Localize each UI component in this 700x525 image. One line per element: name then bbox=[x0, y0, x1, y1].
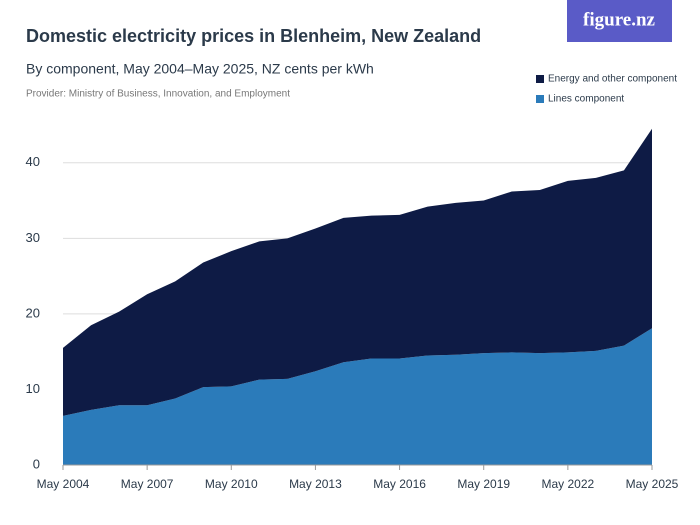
logo-box bbox=[567, 0, 672, 42]
chart-title: Domestic electricity prices in Blenheim,… bbox=[26, 26, 481, 46]
y-tick-label: 40 bbox=[26, 154, 40, 169]
logo: figure.nz bbox=[583, 9, 656, 30]
source: Provider: Ministry of Business, Innovati… bbox=[26, 89, 290, 100]
y-tick-label: 0 bbox=[33, 456, 40, 471]
x-tick-label: May 2022 bbox=[542, 477, 595, 491]
legend-swatch bbox=[536, 95, 544, 103]
chart-subtitle: By component, May 2004–May 2025, NZ cent… bbox=[26, 61, 374, 77]
y-tick-label: 30 bbox=[26, 230, 40, 245]
x-tick-label: May 2004 bbox=[37, 477, 90, 491]
x-tick-label: May 2016 bbox=[373, 477, 426, 491]
x-tick-label: May 2013 bbox=[289, 477, 342, 491]
legend-label: Lines component bbox=[548, 94, 624, 105]
y-tick-label: 10 bbox=[26, 381, 40, 396]
x-tick-label: May 2007 bbox=[121, 477, 174, 491]
x-tick-label: May 2025 bbox=[626, 477, 679, 491]
legend-label: Energy and other component bbox=[548, 74, 677, 85]
area bbox=[63, 328, 652, 465]
legend-swatch bbox=[536, 75, 544, 83]
x-tick-label: May 2010 bbox=[205, 477, 258, 491]
y-tick-label: 20 bbox=[26, 305, 40, 320]
x-tick-label: May 2019 bbox=[457, 477, 510, 491]
area bbox=[63, 128, 652, 416]
